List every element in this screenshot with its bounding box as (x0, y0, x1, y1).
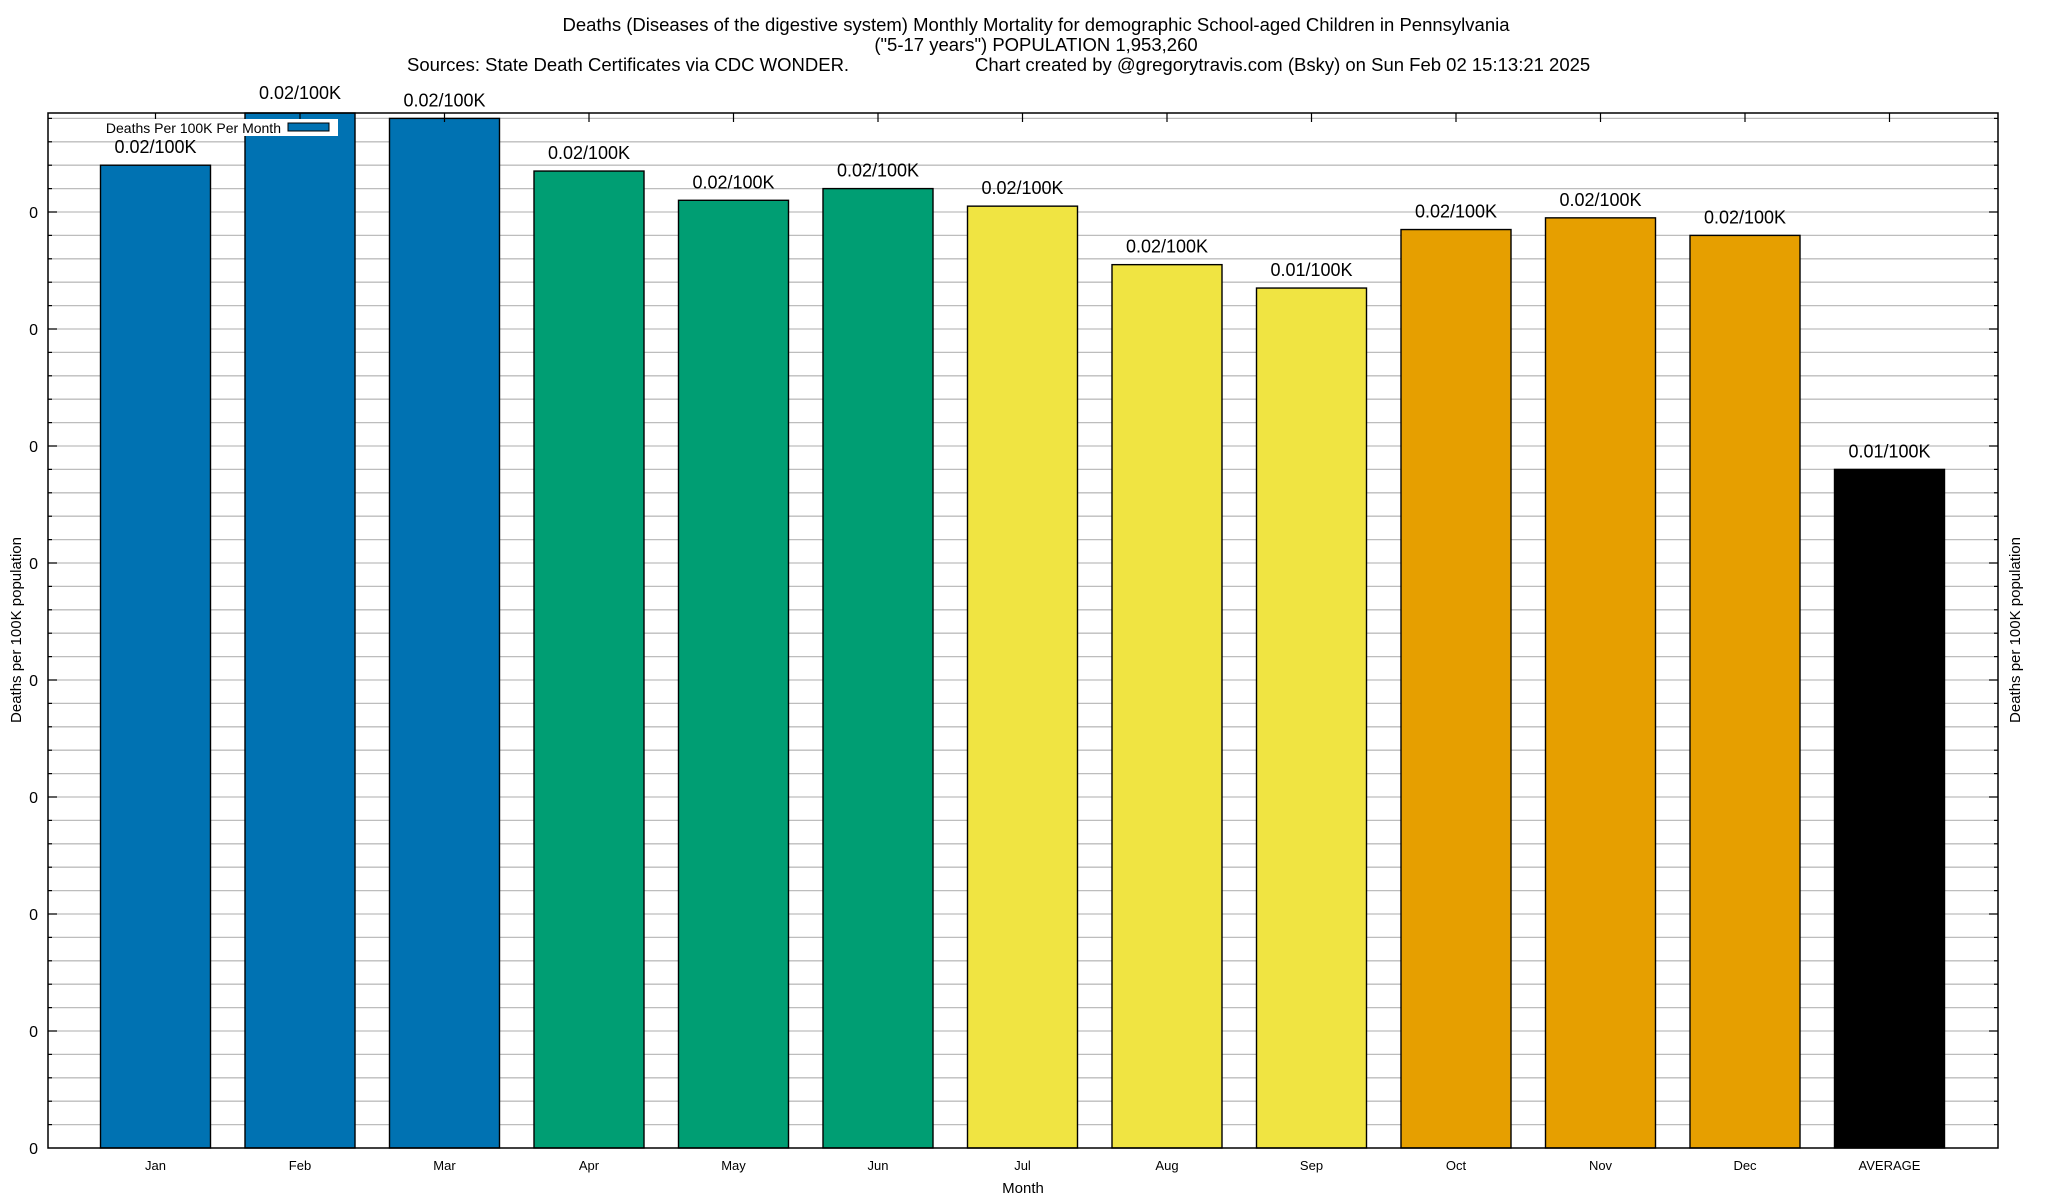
data-label: 0.02/100K (403, 90, 485, 110)
y-tick-label: 0 (29, 556, 38, 573)
x-tick-label: Nov (1589, 1158, 1613, 1173)
y-tick-label: 0 (29, 205, 38, 222)
bar-jan (99, 164, 212, 1149)
bar-may (677, 199, 790, 1149)
x-tick-label: Jul (1014, 1158, 1031, 1173)
x-tick-label: Jun (868, 1158, 889, 1173)
x-axis-ticks: Jan Feb Mar Apr May Jun Jul Aug Sep Oct Nov Dec AVER… (145, 113, 1921, 1173)
bar-jul (966, 205, 1079, 1149)
x-tick-label: Feb (289, 1158, 311, 1173)
data-label: 0.02/100K (1126, 237, 1208, 257)
x-tick-label: May (721, 1158, 746, 1173)
bar-average (1833, 468, 1946, 1149)
bars (99, 112, 1946, 1149)
data-label: 0.02/100K (114, 137, 196, 157)
y-tick-label: 0 (29, 673, 38, 690)
data-labels: 0.02/100K 0.02/100K 0.02/100K 0.02/100K 0.02… (114, 83, 1930, 461)
y-tick-label: 0 (29, 1024, 38, 1041)
chart-title: Deaths (Diseases of the digestive system… (562, 14, 1510, 35)
chart-subtitle: ("5-17 years") POPULATION 1,953,260 (874, 34, 1197, 55)
x-tick-label: Aug (1155, 1158, 1178, 1173)
x-tick-label: Apr (579, 1158, 600, 1173)
x-tick-label: AVERAGE (1859, 1158, 1921, 1173)
bar-mar (388, 117, 501, 1149)
data-label: 0.02/100K (1415, 202, 1497, 222)
legend-label: Deaths Per 100K Per Month (106, 120, 281, 136)
data-label: 0.02/100K (548, 143, 630, 163)
data-label: 0.01/100K (1270, 260, 1352, 280)
data-label: 0.02/100K (259, 83, 341, 103)
legend: Deaths Per 100K Per Month (68, 119, 338, 136)
chart-sources: Sources: State Death Certificates via CD… (407, 54, 849, 75)
data-label: 0.02/100K (1704, 207, 1786, 227)
bar-nov (1544, 217, 1657, 1149)
chart-credit: Chart created by @gregorytravis.com (Bsk… (975, 54, 1590, 75)
bar-sep (1255, 287, 1368, 1149)
y-axis-label-right: Deaths per 100K population (2007, 537, 2024, 723)
y-tick-label: 0 (29, 790, 38, 807)
x-tick-label: Mar (433, 1158, 456, 1173)
plot-frame (47, 112, 1999, 1149)
y-tick-label: 0 (29, 907, 38, 924)
bar-apr (533, 170, 645, 1149)
y-tick-label: 0 (29, 322, 38, 339)
y-tick-label: 0 (29, 439, 38, 456)
x-tick-label: Jan (145, 1158, 166, 1173)
bar-feb (244, 112, 356, 1149)
legend-background (68, 119, 338, 136)
bar-dec (1689, 234, 1801, 1149)
x-tick-label: Sep (1300, 1158, 1323, 1173)
data-label: 0.01/100K (1848, 441, 1930, 461)
bar-oct (1400, 228, 1512, 1149)
data-label: 0.02/100K (837, 161, 919, 181)
bar-jun (822, 187, 934, 1149)
y-axis-ticks: 0 0 0 0 0 0 0 0 0 (29, 117, 1998, 1158)
x-axis-label: Month (1002, 1180, 1044, 1197)
bar-aug (1111, 263, 1223, 1149)
y-tick-label: 0 (29, 1141, 38, 1158)
data-label: 0.02/100K (981, 178, 1063, 198)
data-label: 0.02/100K (1559, 190, 1641, 210)
data-label: 0.02/100K (692, 172, 774, 192)
y-axis-label-left: Deaths per 100K population (8, 537, 25, 723)
x-tick-label: Dec (1733, 1158, 1757, 1173)
x-tick-label: Oct (1446, 1158, 1467, 1173)
legend-swatch (287, 122, 330, 132)
